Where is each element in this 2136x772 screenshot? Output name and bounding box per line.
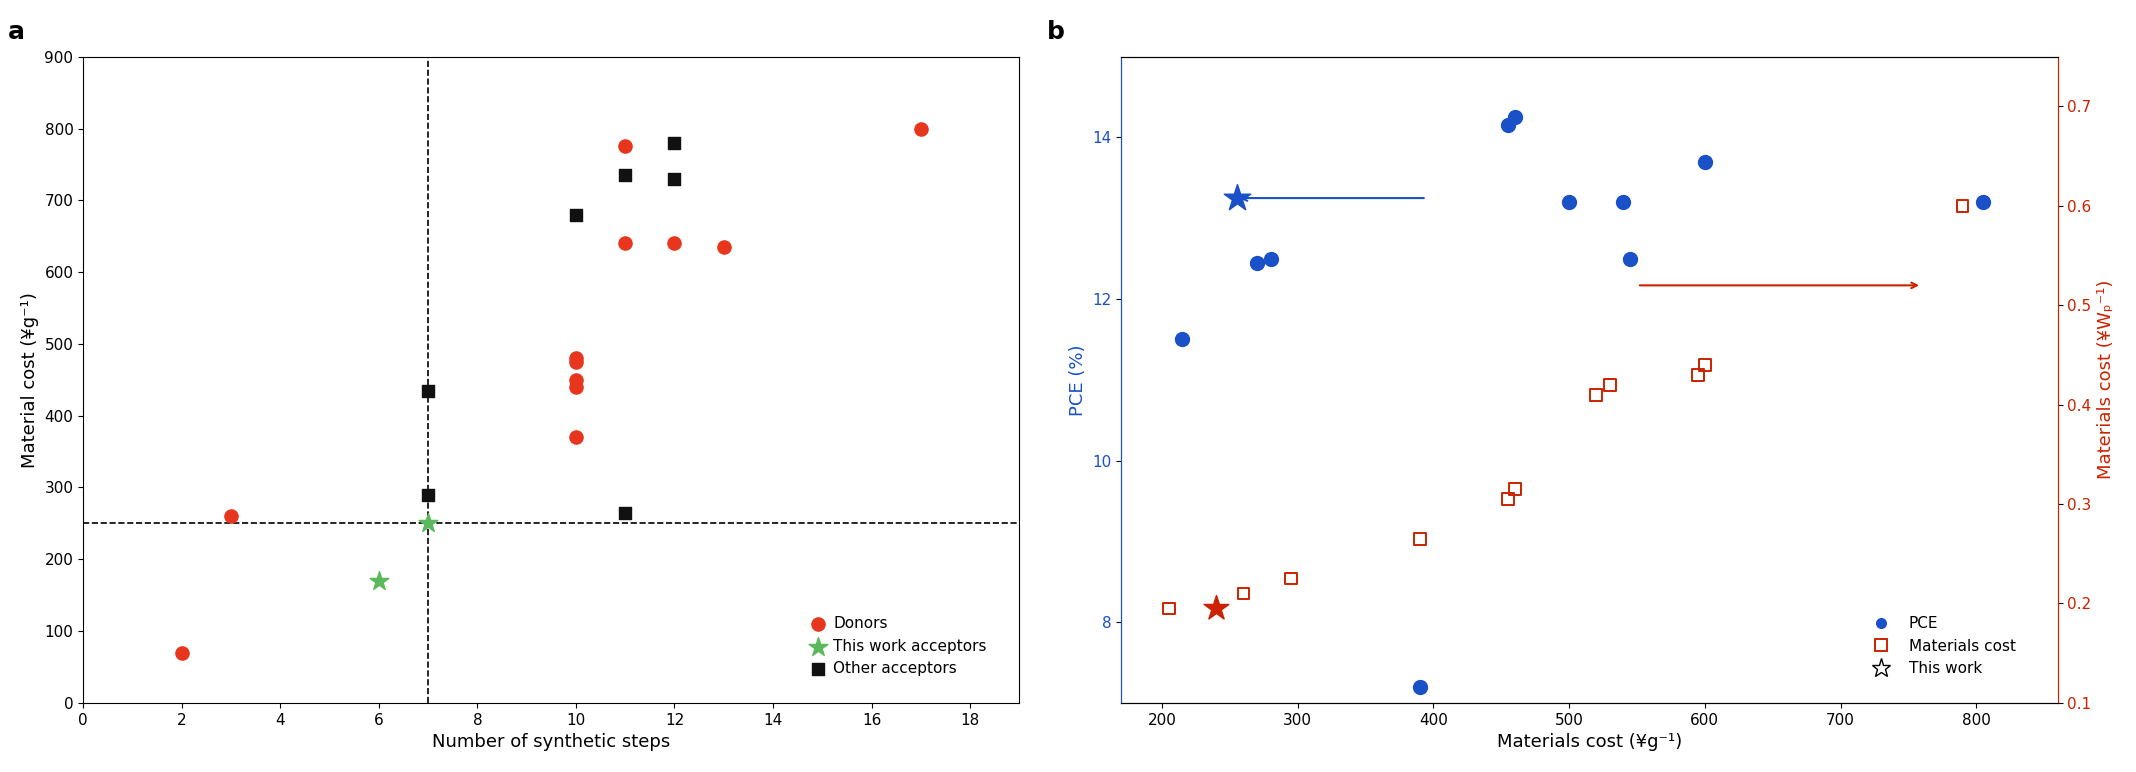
Materials cost [1403,533,1438,545]
Other acceptors [410,489,444,501]
Materials cost [1497,483,1532,496]
Donors [609,141,643,153]
Donors [214,510,248,523]
Materials cost [1491,493,1525,505]
Point [1220,192,1254,205]
Legend: Donors, This work acceptors, Other acceptors: Donors, This work acceptors, Other accep… [805,610,993,682]
PCE [1497,111,1532,124]
Y-axis label: Material cost (¥g⁻¹): Material cost (¥g⁻¹) [21,292,38,468]
Donors [904,122,938,134]
Donors [560,431,594,443]
Materials cost [1579,388,1613,401]
PCE [1254,252,1288,265]
Materials cost [1593,378,1628,391]
Donors [560,356,594,368]
Text: a: a [9,20,26,44]
Donors [560,374,594,386]
X-axis label: Materials cost (¥g⁻¹): Materials cost (¥g⁻¹) [1497,733,1681,751]
PCE [1239,256,1273,269]
Donors [707,241,741,253]
PCE [1965,196,1999,208]
Donors [164,646,199,659]
Other acceptors [609,506,643,519]
PCE [1553,196,1587,208]
Point [1198,602,1232,615]
Text: b: b [1047,20,1064,44]
PCE [1403,681,1438,693]
Other acceptors [658,137,692,149]
PCE [1687,155,1722,168]
Other acceptors [410,384,444,397]
This work acceptors [410,517,444,530]
Materials cost [1151,602,1185,615]
Other acceptors [658,173,692,185]
Y-axis label: PCE (%): PCE (%) [1068,344,1087,415]
Materials cost [1681,369,1715,381]
Legend: PCE, Materials cost, This work: PCE, Materials cost, This work [1860,610,2023,682]
PCE [1613,252,1647,265]
Other acceptors [560,208,594,221]
Materials cost [1946,200,1980,212]
PCE [1606,196,1640,208]
PCE [1491,119,1525,131]
Donors [658,237,692,249]
Donors [560,381,594,393]
Materials cost [1687,359,1722,371]
Materials cost [1273,573,1307,585]
Donors [609,237,643,249]
Materials cost [1226,587,1260,600]
X-axis label: Number of synthetic steps: Number of synthetic steps [431,733,671,751]
Y-axis label: Materials cost (¥Wₚ⁻¹): Materials cost (¥Wₚ⁻¹) [2098,280,2115,479]
This work acceptors [361,574,395,587]
Other acceptors [609,169,643,181]
PCE [1166,334,1200,346]
Donors [560,352,594,364]
